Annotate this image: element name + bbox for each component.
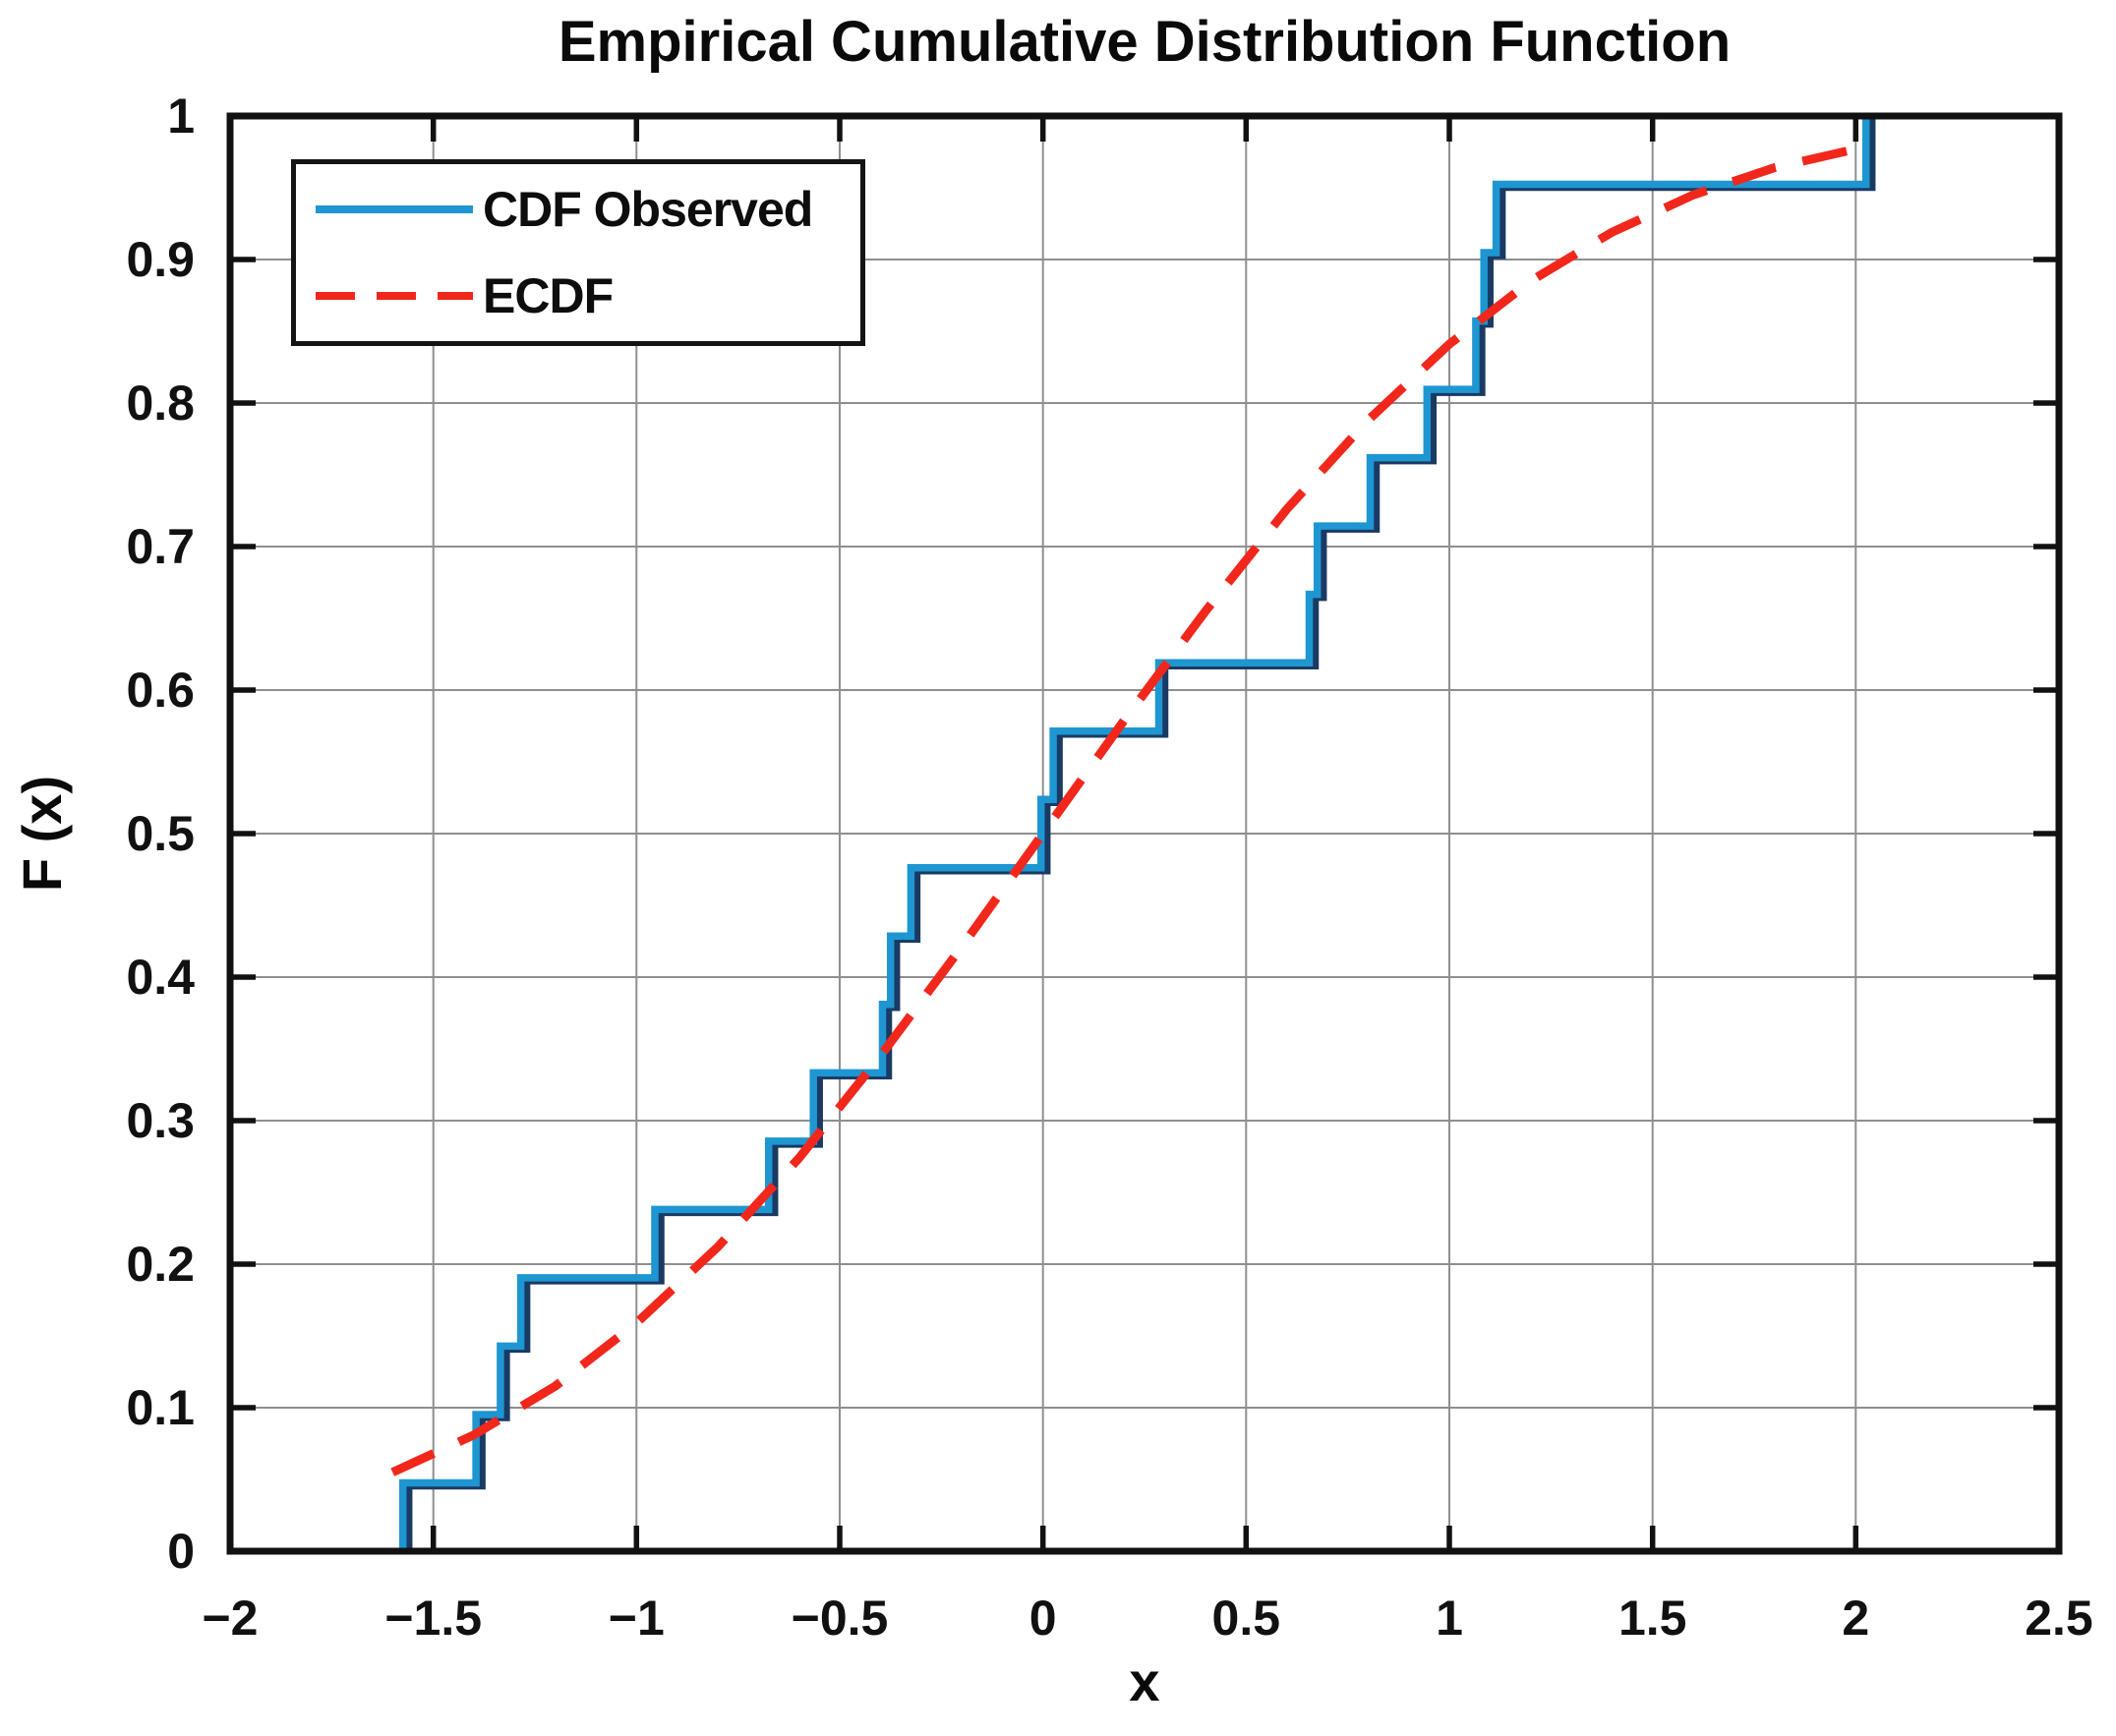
x-tick-label: −1 (609, 1591, 665, 1646)
plot-series (390, 116, 1876, 1554)
y-tick-label: 1 (167, 88, 195, 144)
x-axis-label: x (1129, 1650, 1159, 1712)
y-tick-label: 0.9 (126, 232, 195, 287)
legend-entry-cdf-observed: CDF Observed (296, 167, 860, 252)
x-tick-label: 0 (1029, 1591, 1057, 1646)
y-axis-label: F (x) (11, 776, 73, 892)
legend-entry-ecdf: ECDF (296, 254, 860, 338)
y-tick-label: 0.5 (126, 806, 195, 861)
legend-box: CDF Observed ECDF (291, 159, 865, 346)
y-tick-label: 0.6 (126, 663, 195, 718)
y-tick-label: 0.4 (126, 950, 195, 1005)
x-tick-label: −2 (202, 1591, 258, 1646)
y-tick-label: 0 (167, 1524, 195, 1579)
y-tick-label: 0.8 (126, 376, 195, 431)
x-tick-label: −0.5 (792, 1591, 889, 1646)
plot-frame (226, 112, 2063, 1555)
tick-labels: −2 −1.5 −1 −0.5 0 0.5 1 1.5 2 2.5 0 0.1 0.2 0.3 0.4 0.5… (126, 88, 2092, 1646)
ecdf-dashed-line (390, 142, 1873, 1476)
legend-label-cdf-observed: CDF Observed (483, 181, 813, 237)
x-tick-label: 0.5 (1212, 1591, 1281, 1646)
ecdf-line-swatch (316, 292, 473, 301)
y-tick-label: 0.2 (126, 1237, 195, 1292)
x-tick-label: 2 (1842, 1591, 1869, 1646)
y-tick-label: 0.7 (126, 519, 195, 574)
chart-title: Empirical Cumulative Distribution Functi… (558, 10, 1731, 74)
y-tick-label: 0.1 (126, 1380, 195, 1435)
x-tick-label: −1.5 (384, 1591, 482, 1646)
x-tick-label: 1.5 (1618, 1591, 1687, 1646)
y-tick-label: 0.3 (126, 1093, 195, 1148)
legend-label-ecdf: ECDF (483, 268, 614, 324)
x-tick-label: 1 (1436, 1591, 1463, 1646)
cdf-observed-line (398, 116, 1870, 1551)
x-tick-label: 2.5 (2025, 1591, 2093, 1646)
cdf-observed-line-swatch (316, 204, 473, 213)
cdf-observed-shadow-line (404, 119, 1876, 1554)
